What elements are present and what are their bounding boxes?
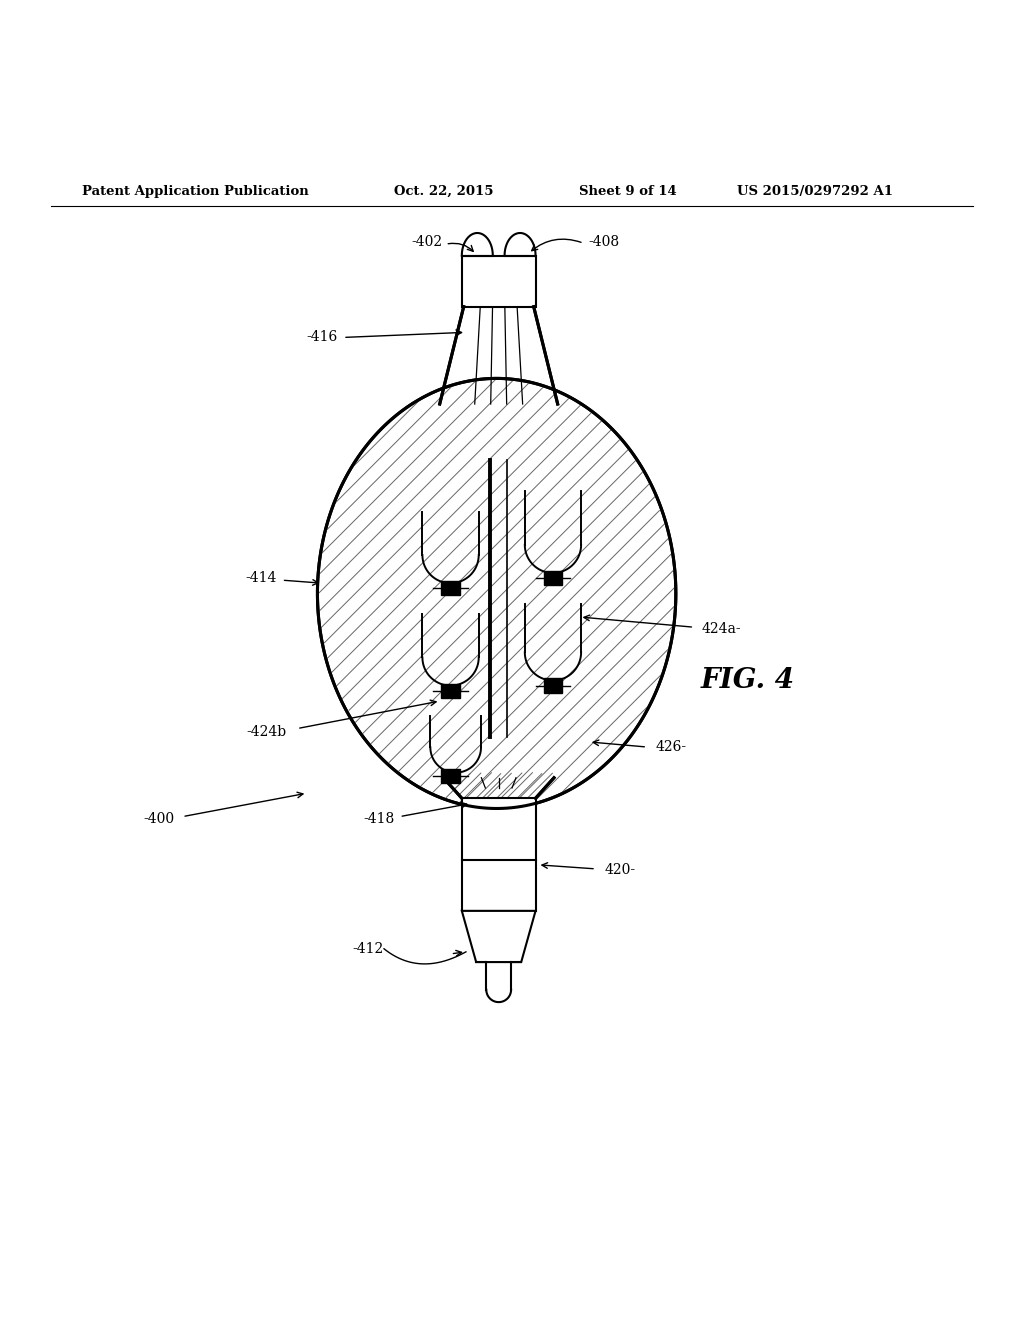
Text: -418: -418 bbox=[362, 812, 394, 826]
Text: Oct. 22, 2015: Oct. 22, 2015 bbox=[394, 185, 494, 198]
Polygon shape bbox=[544, 678, 562, 693]
Polygon shape bbox=[462, 911, 536, 962]
Polygon shape bbox=[462, 799, 536, 911]
Polygon shape bbox=[441, 581, 460, 595]
Text: -416: -416 bbox=[306, 330, 338, 345]
Text: 420-: 420- bbox=[604, 863, 635, 876]
Polygon shape bbox=[441, 768, 460, 783]
Text: -400: -400 bbox=[143, 812, 174, 826]
Text: -412: -412 bbox=[352, 941, 384, 956]
Polygon shape bbox=[317, 379, 676, 808]
Text: -414: -414 bbox=[245, 572, 276, 585]
Text: Patent Application Publication: Patent Application Publication bbox=[82, 185, 308, 198]
Text: US 2015/0297292 A1: US 2015/0297292 A1 bbox=[737, 185, 893, 198]
Text: FIG. 4: FIG. 4 bbox=[700, 667, 795, 694]
Text: Sheet 9 of 14: Sheet 9 of 14 bbox=[579, 185, 676, 198]
Polygon shape bbox=[486, 962, 511, 1002]
Text: 426-: 426- bbox=[655, 741, 686, 754]
Text: -402: -402 bbox=[412, 235, 442, 249]
Text: 424a-: 424a- bbox=[701, 622, 741, 636]
Text: -408: -408 bbox=[589, 235, 620, 249]
Text: -424b: -424b bbox=[247, 725, 287, 739]
Polygon shape bbox=[441, 684, 460, 698]
Polygon shape bbox=[462, 256, 536, 306]
Polygon shape bbox=[544, 572, 562, 585]
